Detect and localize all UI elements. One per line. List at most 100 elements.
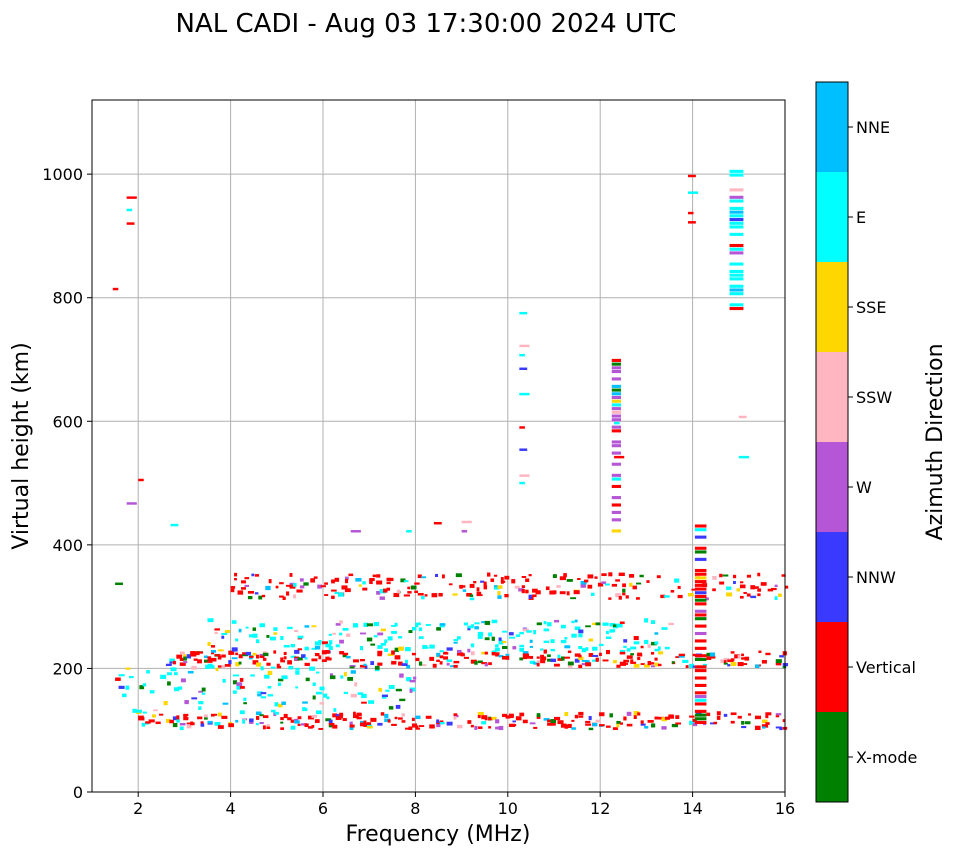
echo-point: [550, 639, 555, 644]
echo-point: [331, 595, 335, 599]
echo-point: [651, 651, 655, 655]
echo-point: [243, 697, 247, 701]
echo-point: [386, 577, 391, 582]
y-axis-ticks: 0 200 400 600 800 1000: [42, 165, 92, 802]
echo-point: [290, 719, 294, 723]
echo-point: [295, 667, 300, 671]
echo-point: [515, 634, 521, 637]
echo-point: [540, 648, 544, 651]
echo-point: [469, 594, 474, 597]
echo-point: [528, 574, 532, 577]
echo-point: [491, 619, 498, 624]
echo-point: [734, 654, 740, 659]
echo-point: [411, 626, 417, 631]
echo-point: [491, 636, 495, 641]
echo-point: [384, 639, 388, 644]
echo-point: [436, 652, 441, 657]
echo-point: [564, 711, 569, 717]
echo-point: [456, 636, 461, 640]
echo-point: [765, 722, 770, 725]
echo-point: [474, 626, 479, 630]
echo-point: [709, 652, 715, 657]
echo-point: [376, 580, 383, 585]
echo-point: [207, 659, 213, 663]
echo-point: [391, 630, 397, 634]
echo-point: [671, 723, 679, 728]
echo-point: [391, 625, 396, 627]
echo-point: [677, 586, 681, 589]
echo-point: [578, 656, 584, 661]
echo-point: [309, 666, 316, 671]
echo-point: [694, 676, 707, 680]
echo-point: [723, 660, 727, 664]
echo-point: [657, 651, 664, 655]
echo-point: [348, 573, 354, 577]
echo-point: [294, 629, 299, 632]
echo-point: [729, 273, 744, 277]
echo-point: [396, 589, 401, 594]
echo-point: [484, 663, 488, 667]
echo-point: [304, 723, 309, 728]
echo-point: [191, 697, 198, 700]
echo-point: [301, 654, 306, 658]
echo-point: [712, 576, 717, 580]
echo-point: [493, 585, 498, 590]
echo-point: [522, 656, 528, 660]
echo-point: [313, 576, 318, 579]
echo-point: [299, 578, 304, 582]
echo-point: [239, 710, 245, 715]
echo-point: [694, 591, 707, 595]
echo-point: [500, 580, 504, 584]
echo-point: [694, 598, 707, 602]
echo-point: [331, 579, 335, 584]
echo-point: [362, 587, 368, 591]
echo-point: [694, 576, 707, 580]
echo-point: [611, 366, 621, 370]
echo-point: [138, 715, 144, 720]
echo-point: [461, 520, 472, 524]
echo-point: [398, 717, 403, 720]
echo-point: [723, 713, 728, 717]
echo-point: [459, 584, 463, 589]
echo-point: [519, 474, 530, 477]
echo-point: [611, 388, 621, 392]
echo-point: [413, 676, 417, 680]
echo-point: [354, 682, 358, 687]
echo-point: [761, 660, 767, 664]
echo-point: [476, 594, 483, 597]
echo-point: [172, 716, 178, 721]
echo-point: [629, 582, 633, 587]
echo-point: [295, 670, 300, 675]
echo-point: [433, 521, 442, 525]
echo-point: [307, 726, 313, 729]
echo-point: [376, 574, 381, 578]
echo-point: [204, 659, 209, 663]
echo-point: [414, 590, 419, 594]
echo-point: [158, 713, 164, 716]
echo-point: [470, 643, 475, 648]
echo-point: [481, 662, 488, 665]
echo-point: [283, 713, 288, 719]
echo-point: [694, 594, 707, 598]
echo-point: [324, 582, 328, 585]
echo-point: [529, 656, 534, 659]
colorbar-swatch: [816, 262, 848, 352]
echo-point: [668, 715, 674, 719]
echo-point: [765, 652, 771, 656]
echo-point: [560, 624, 566, 629]
echo-point: [266, 726, 271, 729]
echo-point: [567, 664, 573, 668]
echo-point: [320, 585, 326, 588]
echo-point: [401, 713, 405, 717]
echo-point: [333, 708, 337, 712]
echo-point: [394, 716, 398, 720]
echo-point: [141, 722, 146, 727]
x-axis-ticks: 2 4 6 8 10 12 14 16: [133, 792, 795, 818]
echo-point: [757, 588, 762, 592]
echo-point: [692, 653, 697, 657]
echo-point: [602, 622, 609, 626]
echo-point: [394, 622, 398, 627]
echo-point: [373, 635, 378, 638]
echo-point: [399, 673, 404, 678]
echo-point: [774, 584, 778, 588]
